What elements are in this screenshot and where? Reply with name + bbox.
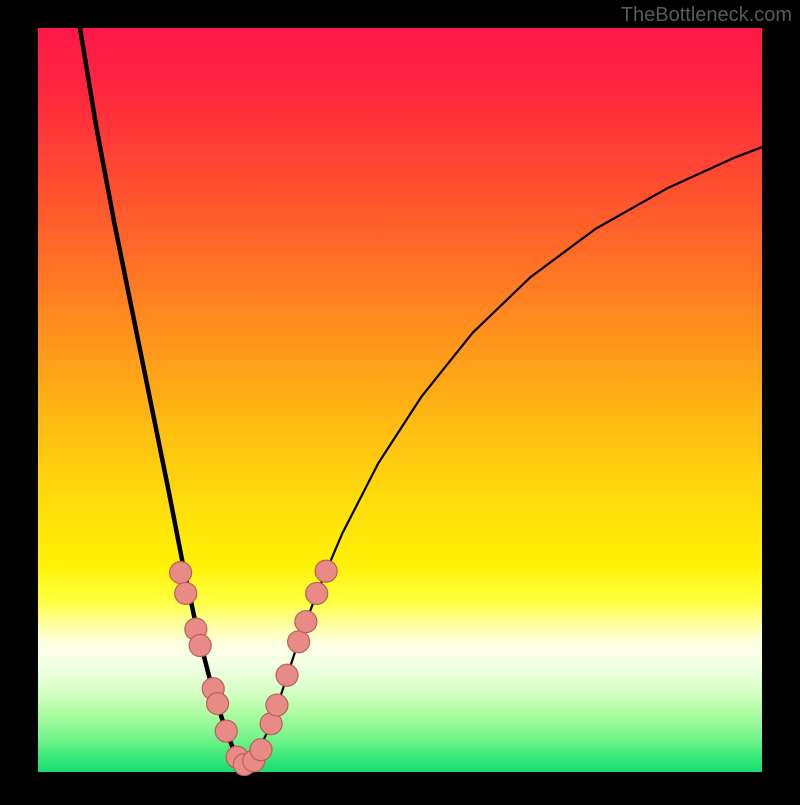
- data-marker: [207, 693, 229, 715]
- data-marker: [266, 694, 288, 716]
- data-marker: [315, 560, 337, 582]
- data-marker: [276, 664, 298, 686]
- data-marker: [306, 582, 328, 604]
- chart-svg: [0, 0, 800, 800]
- data-marker: [250, 739, 272, 761]
- bottleneck-chart: [0, 0, 800, 800]
- data-marker: [215, 720, 237, 742]
- plot-gradient-background: [38, 28, 762, 772]
- data-marker: [288, 631, 310, 653]
- data-marker: [189, 635, 211, 657]
- data-marker: [170, 562, 192, 584]
- watermark-text: TheBottleneck.com: [621, 4, 792, 27]
- data-marker: [175, 582, 197, 604]
- data-marker: [295, 611, 317, 633]
